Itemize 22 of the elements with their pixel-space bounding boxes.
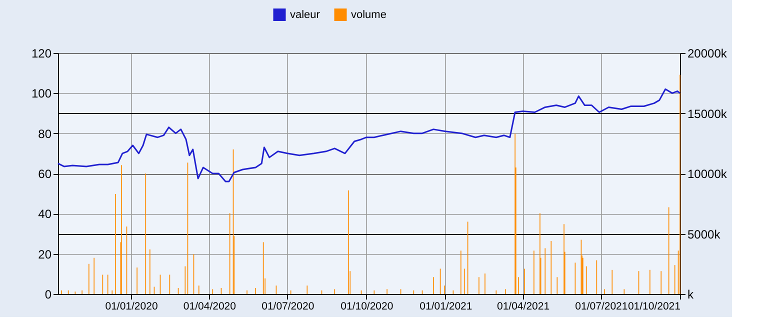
x-tick-label: 01/04/2021 (497, 300, 550, 312)
legend-label: valeur (290, 8, 320, 21)
y2-tick-label: 5000k (688, 227, 722, 242)
y2-tick-label: k (688, 288, 694, 302)
x-tick-label: 01/10/2020 (340, 300, 394, 312)
y-tick-label: 0 (44, 288, 52, 302)
y-tick-label: 40 (38, 207, 52, 222)
y2-tick-label: 20000k (688, 46, 728, 60)
y2-tick-label: 10000k (688, 167, 728, 181)
x-tick-label: 01/07/2021 (575, 300, 628, 312)
legend-label: volume (351, 8, 386, 21)
y-tick-label: 120 (31, 46, 52, 60)
y-tick-label: 60 (38, 167, 52, 181)
y2-tick-label: 15000k (688, 106, 728, 121)
y-tick-label: 100 (31, 86, 52, 101)
y-tick-label: 80 (38, 126, 52, 141)
x-tick-label: 01/01/2020 (105, 300, 158, 312)
x-tick-label: 01/01/2021 (420, 300, 472, 312)
x-tick-label: 01/07/2020 (262, 300, 314, 312)
x-tick-label: 01/04/2020 (183, 300, 236, 312)
y-tick-label: 20 (38, 247, 52, 262)
x-tick-label: 01/10/2021 (628, 300, 681, 312)
